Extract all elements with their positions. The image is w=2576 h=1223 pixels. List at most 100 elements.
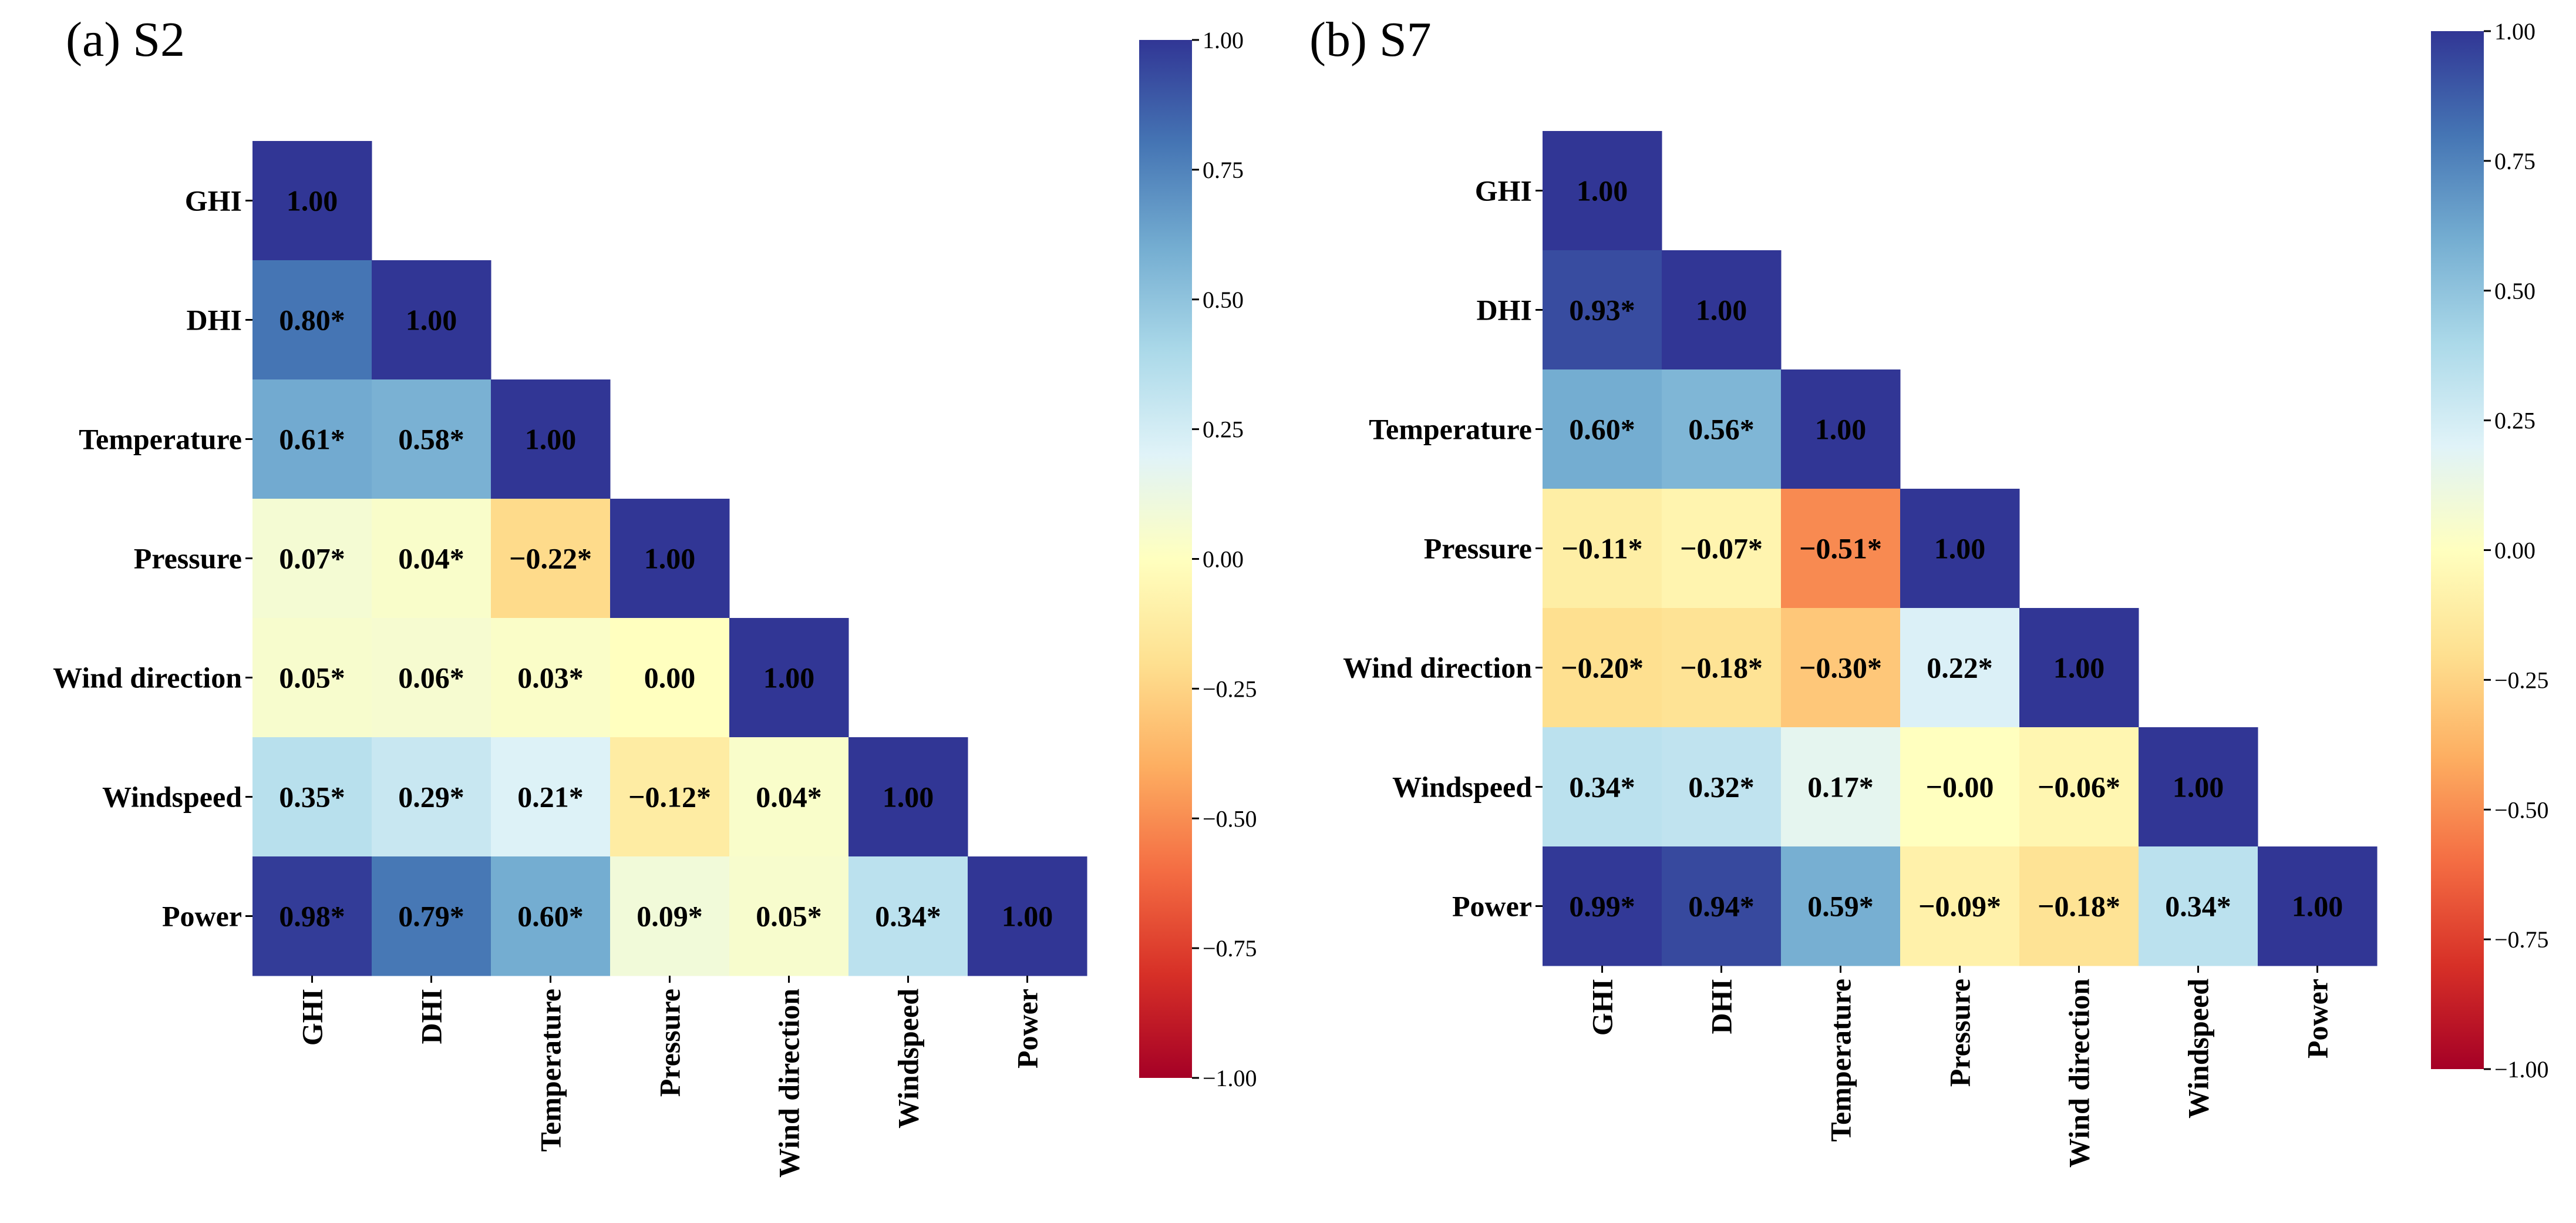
cell-value-label: 1.00 <box>1696 294 1747 327</box>
cell-value-label: 1.00 <box>1815 413 1867 446</box>
cell-value-label: −0.22* <box>509 542 592 575</box>
colorbar-tick-label: −0.25 <box>1203 676 1257 702</box>
colorbar-tick-label: −1.00 <box>2494 1056 2549 1083</box>
row-label: Power <box>162 900 242 933</box>
row-label: DHI <box>1477 294 1532 327</box>
row-labels: GHI DHI Temperature Pressure Wind direction W… <box>53 184 252 933</box>
cell-value-label: 0.56* <box>1688 413 1755 446</box>
row-label: Temperature <box>79 423 242 456</box>
row-label: DHI <box>187 304 242 337</box>
heatmap-cell <box>1662 369 1782 489</box>
heatmap-cell <box>372 618 491 738</box>
colorbar-tick-label: 1.00 <box>1203 27 1244 53</box>
cell-value-label: 0.05* <box>279 661 345 694</box>
col-label: GHI <box>296 989 329 1046</box>
cell-value-label: 0.61* <box>279 423 345 456</box>
col-label: Temperature <box>1824 979 1857 1142</box>
heatmap-cell <box>729 737 849 857</box>
heatmap-cell <box>491 618 611 738</box>
colorbar-tick-label: 0.75 <box>1203 157 1244 183</box>
panel-title: (a) S2 <box>66 12 185 67</box>
heatmap-cell <box>252 856 372 976</box>
col-label: GHI <box>1586 979 1619 1036</box>
col-label: DHI <box>415 989 448 1044</box>
row-label: Temperature <box>1369 413 1532 446</box>
cell-value-label: 1.00 <box>2292 890 2343 923</box>
colorbar-tick-label: 0.50 <box>2494 278 2535 304</box>
heatmap-cell <box>2258 846 2378 966</box>
cell-value-label: 0.22* <box>1927 651 1993 684</box>
cell-value-label: −0.51* <box>1799 532 1882 565</box>
cell-value-label: 0.29* <box>398 781 464 814</box>
heatmap-cell <box>610 856 730 976</box>
colorbar-gradient <box>1139 40 1192 1078</box>
heatmap-cell <box>729 856 849 976</box>
heatmap-cell <box>1900 608 2020 728</box>
cell-value-label: 0.04* <box>398 542 464 575</box>
heatmap-cell <box>2139 846 2258 966</box>
row-labels: GHI DHI Temperature Pressure Wind direction W… <box>1343 174 1543 923</box>
heatmap-cell <box>848 737 968 857</box>
cell-value-label: 0.00 <box>644 661 696 694</box>
cell-value-label: 0.34* <box>2165 890 2231 923</box>
panel-title: (b) S7 <box>1309 12 1432 67</box>
col-label: Power <box>2301 979 2334 1059</box>
col-label: DHI <box>1705 979 1738 1034</box>
cell-value-label: 0.79* <box>398 900 464 933</box>
heatmap-cell <box>491 856 611 976</box>
cell-value-label: 0.34* <box>1569 771 1635 804</box>
heatmap-cell <box>610 618 730 738</box>
col-label: Windspeed <box>2182 979 2215 1118</box>
heatmap-cell <box>1900 727 2020 847</box>
cell-value-label: 0.09* <box>637 900 703 933</box>
cell-value-label: 1.00 <box>763 661 815 694</box>
row-label: GHI <box>1475 174 1532 207</box>
heatmap-cell <box>1781 846 1901 966</box>
heatmap-cell <box>1543 250 1662 370</box>
heatmap-cell <box>491 737 611 857</box>
cell-value-label: −0.12* <box>628 781 711 814</box>
cell-value-label: 0.60* <box>517 900 584 933</box>
colorbar-tick-label: 0.00 <box>1203 546 1244 573</box>
row-label: Pressure <box>1424 532 1532 565</box>
col-label: Pressure <box>1944 979 1976 1087</box>
cell-value-label: 1.00 <box>2053 651 2105 684</box>
col-label: Wind direction <box>773 989 806 1178</box>
col-label: Temperature <box>534 989 567 1152</box>
heatmap-cell <box>491 499 611 619</box>
panel-s2: (a) S2 1.00 0.80* 1.00 0.61* 0.58* 1.00 0.07* 0… <box>53 12 1257 1178</box>
cell-value-label: 0.06* <box>398 661 464 694</box>
row-label: Power <box>1452 890 1532 923</box>
cell-value-label: 0.35* <box>279 781 345 814</box>
heatmap-cell <box>1543 489 1662 609</box>
cell-value-label: 0.17* <box>1807 771 1874 804</box>
heatmap-cell <box>2019 608 2139 728</box>
heatmap-cell <box>1662 489 1782 609</box>
cell-value-label: 0.59* <box>1807 890 1874 923</box>
heatmap-cell <box>1662 846 1782 966</box>
colorbar-tick-label: 0.25 <box>2494 408 2535 434</box>
heatmap-cell <box>1900 489 2020 609</box>
col-labels: GHI DHI Temperature Pressure Wind direction W… <box>296 976 1044 1178</box>
heatmap-cell <box>252 141 372 261</box>
colorbar-tick-label: 1.00 <box>2494 18 2535 45</box>
cell-value-label: 1.00 <box>1934 532 1986 565</box>
panel-s7: (b) S7 1.00 0.93* 1.00 0.60* 0.56* 1.00 −0.11*… <box>1309 12 2549 1168</box>
row-label: Wind direction <box>53 661 242 694</box>
cell-value-label: 1.00 <box>1002 900 1053 933</box>
cell-value-label: 1.00 <box>883 781 934 814</box>
cell-value-label: −0.30* <box>1799 651 1882 684</box>
cell-value-label: −0.00 <box>1926 771 1994 804</box>
cell-value-label: 0.05* <box>756 900 822 933</box>
cell-value-label: 0.80* <box>279 304 345 337</box>
col-label: Pressure <box>654 989 686 1097</box>
heatmap-cell <box>1662 250 1782 370</box>
cell-value-label: 1.00 <box>406 304 457 337</box>
row-label: Windspeed <box>102 781 242 814</box>
heatmap-cell <box>729 618 849 738</box>
col-labels: GHI DHI Temperature Pressure Wind direction W… <box>1586 966 2334 1168</box>
heatmap-cell <box>1781 608 1901 728</box>
colorbar-tick-label: −1.00 <box>1203 1065 1257 1091</box>
cell-value-label: −0.18* <box>1680 651 1763 684</box>
colorbar: 1.00 0.75 0.50 0.25 0.00 −0.25 −0.50 −0.75 −1.00 <box>2431 18 2549 1083</box>
